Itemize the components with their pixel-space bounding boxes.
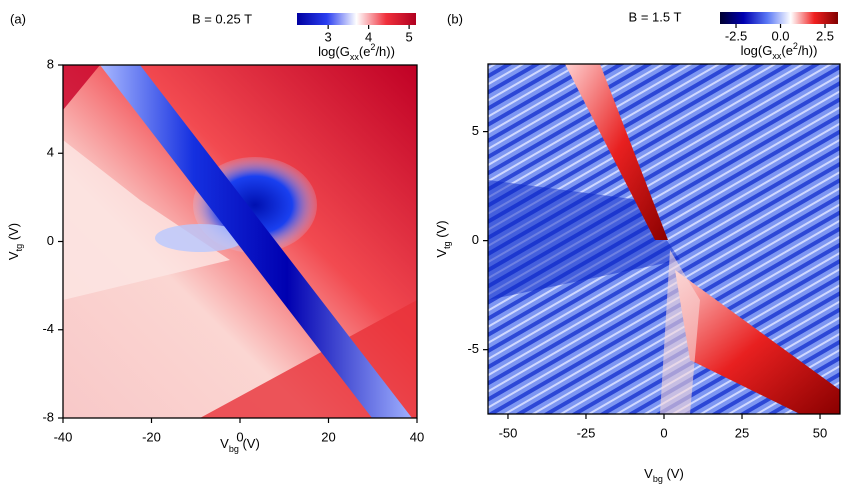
- axis-label: log(Gxx(e2/h)): [318, 42, 395, 62]
- label-part: 2: [793, 41, 798, 51]
- label-part: xx: [772, 51, 782, 61]
- x-tick-label: -40: [54, 429, 73, 444]
- x-tick-label: 25: [735, 425, 749, 440]
- label-part: V: [644, 466, 653, 481]
- label-part: 2: [370, 42, 375, 52]
- x-tick-label: 40: [410, 429, 424, 444]
- colorbar-tick-label: 4: [365, 29, 372, 44]
- x-tick-label: 0: [660, 425, 667, 440]
- y-tick-label: 0: [47, 233, 54, 248]
- label-part: V: [6, 251, 21, 260]
- panel-label: (a): [10, 11, 26, 26]
- label-part: /h)): [375, 44, 395, 59]
- y-tick-label: 5: [472, 123, 479, 138]
- axis-label: Vbg (V): [644, 466, 684, 484]
- y-tick-label: -5: [467, 341, 479, 356]
- label-part: (e: [781, 43, 793, 58]
- x-tick-label: -20: [142, 429, 161, 444]
- x-tick-label: -25: [577, 425, 596, 440]
- label-part: xx: [350, 52, 360, 62]
- label-part: /h)): [798, 43, 818, 58]
- chart-title: B = 0.25 T: [192, 11, 252, 26]
- axis-label: Vtg (V): [6, 223, 24, 260]
- x-tick-label: 50: [813, 425, 827, 440]
- x-tick-label: 0: [236, 429, 243, 444]
- panel-label: (b): [447, 11, 463, 26]
- x-tick-label: -50: [499, 425, 518, 440]
- colorbar-tick-label: -2.5: [725, 28, 747, 43]
- colorbar-tick-label: 2.5: [816, 28, 834, 43]
- colorbar: [297, 13, 416, 25]
- chart-title: B = 1.5 T: [629, 9, 682, 24]
- axis-label: Vtg (V): [434, 220, 452, 257]
- label-part: (V): [434, 220, 449, 241]
- colorbar-tick-label: 0.0: [771, 28, 789, 43]
- colorbar-tick-label: 3: [325, 29, 332, 44]
- label-part: V: [220, 436, 229, 451]
- y-tick-label: 4: [47, 145, 54, 160]
- label-part: bg: [653, 474, 663, 484]
- y-tick-label: -8: [42, 409, 54, 424]
- y-tick-label: -4: [42, 321, 54, 336]
- label-part: (V): [239, 436, 260, 451]
- label-part: log(G: [741, 43, 773, 58]
- y-tick-label: 8: [47, 56, 54, 71]
- label-part: (V): [6, 223, 21, 244]
- x-tick-label: 20: [321, 429, 335, 444]
- heatmap-image: [63, 65, 417, 418]
- axis-label: log(Gxx(e2/h)): [741, 41, 818, 61]
- label-part: tg: [14, 244, 24, 252]
- label-part: (e: [359, 44, 371, 59]
- label-part: (V): [663, 466, 684, 481]
- y-tick-label: 0: [472, 232, 479, 247]
- label-part: bg: [229, 444, 239, 454]
- colorbar-tick-label: 5: [406, 29, 413, 44]
- axis-label: Vbg (V): [220, 436, 260, 454]
- label-part: V: [434, 249, 449, 258]
- colorbar: [720, 12, 838, 24]
- heatmap-image: [488, 64, 840, 414]
- label-part: log(G: [318, 44, 350, 59]
- label-part: tg: [442, 241, 452, 249]
